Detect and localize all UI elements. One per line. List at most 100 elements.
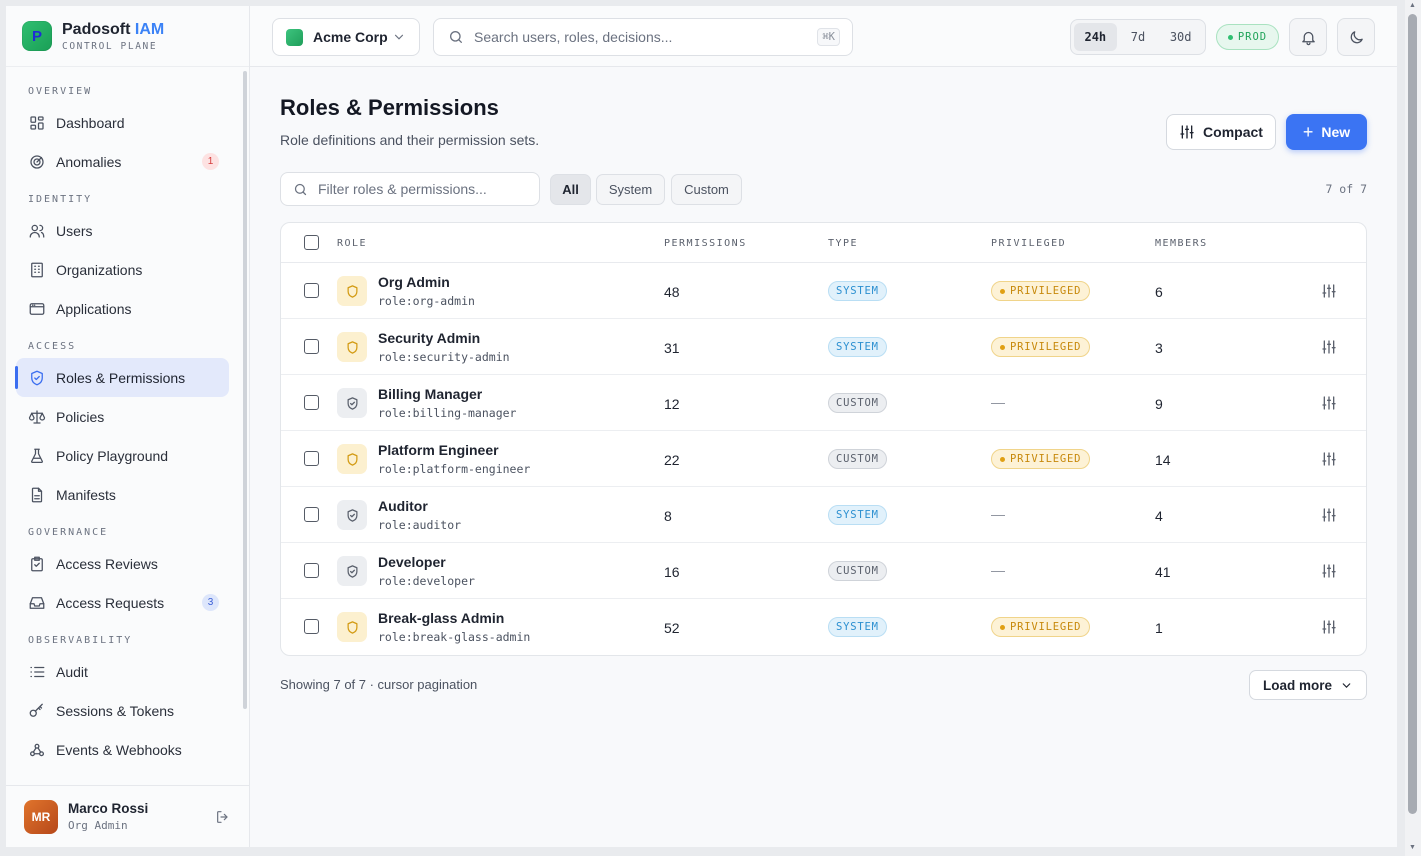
- role-name[interactable]: Developer: [378, 554, 446, 570]
- privileged-badge: PRIVILEGED: [991, 449, 1091, 469]
- filter-input[interactable]: [318, 181, 528, 197]
- privileged-none: —: [991, 562, 1005, 578]
- member-count: 41: [1155, 564, 1171, 580]
- table-row[interactable]: Billing Manager role:billing-manager 12 CUS…: [281, 375, 1366, 431]
- notifications-button[interactable]: [1289, 18, 1327, 56]
- nav-section-label: IDENTITY: [28, 194, 93, 205]
- sidebar-item-roles-and-permissions[interactable]: Roles & Permissions: [15, 358, 229, 397]
- row-checkbox[interactable]: [304, 339, 319, 354]
- shield-check-icon: [337, 556, 367, 586]
- role-name[interactable]: Break-glass Admin: [378, 610, 505, 626]
- row-checkbox[interactable]: [304, 395, 319, 410]
- col-role[interactable]: ROLE: [337, 238, 368, 249]
- sidebar-item-sessions-and-tokens[interactable]: Sessions & Tokens: [16, 691, 229, 730]
- org-name: Acme Corp: [313, 29, 388, 45]
- brand[interactable]: P Padosoft IAM CONTROL PLANE: [6, 6, 249, 67]
- table-row[interactable]: Auditor role:auditor 8 SYSTEM — 4: [281, 487, 1366, 543]
- sidebar-scrollbar[interactable]: [243, 71, 247, 709]
- sliders-icon[interactable]: [1321, 339, 1337, 360]
- theme-toggle-button[interactable]: [1337, 18, 1375, 56]
- role-name[interactable]: Platform Engineer: [378, 442, 499, 458]
- sliders-icon: [1179, 124, 1195, 140]
- table-row[interactable]: Break-glass Admin role:break-glass-admin 5…: [281, 599, 1366, 655]
- row-checkbox[interactable]: [304, 619, 319, 634]
- logout-icon[interactable]: [215, 809, 231, 830]
- sidebar-item-label: Organizations: [56, 261, 143, 278]
- filter-chip-custom[interactable]: Custom: [671, 174, 742, 205]
- users-icon: [28, 222, 46, 240]
- table-row[interactable]: Developer role:developer 16 CUSTOM — 41: [281, 543, 1366, 599]
- role-filter[interactable]: [280, 172, 540, 206]
- sidebar-item-events-and-webhooks[interactable]: Events & Webhooks: [16, 730, 229, 769]
- brand-name: Padosoft IAM: [62, 20, 165, 38]
- result-count: 7 of 7: [1325, 182, 1367, 196]
- sliders-icon[interactable]: [1321, 619, 1337, 640]
- row-checkbox[interactable]: [304, 283, 319, 298]
- new-role-button[interactable]: + New: [1286, 114, 1367, 150]
- shield-check-icon: [337, 500, 367, 530]
- sidebar-item-users[interactable]: Users: [16, 211, 229, 250]
- global-search[interactable]: ⌘K: [433, 18, 853, 56]
- sidebar-item-dashboard[interactable]: Dashboard: [16, 103, 229, 142]
- role-name[interactable]: Billing Manager: [378, 386, 483, 402]
- window-scrollbar[interactable]: ▲ ▼: [1405, 0, 1421, 856]
- table-row[interactable]: Org Admin role:org-admin 48 SYSTEM PRIVILEGE…: [281, 263, 1366, 319]
- range-option-24h[interactable]: 24h: [1074, 23, 1117, 51]
- filter-chip-system[interactable]: System: [596, 174, 665, 205]
- sidebar-item-policy-playground[interactable]: Policy Playground: [16, 436, 229, 475]
- sliders-icon[interactable]: [1321, 507, 1337, 528]
- sidebar-item-access-reviews[interactable]: Access Reviews: [16, 544, 229, 583]
- role-key: role:auditor: [378, 518, 462, 532]
- role-key: role:billing-manager: [378, 406, 517, 420]
- chevron-down-icon: [1340, 679, 1353, 692]
- row-checkbox[interactable]: [304, 451, 319, 466]
- sliders-icon[interactable]: [1321, 563, 1337, 584]
- row-checkbox[interactable]: [304, 563, 319, 578]
- scrollbar-thumb[interactable]: [1408, 14, 1417, 814]
- col-privileged[interactable]: PRIVILEGED: [991, 238, 1067, 249]
- range-option-7d[interactable]: 7d: [1130, 30, 1146, 44]
- row-checkbox[interactable]: [304, 507, 319, 522]
- radar-icon: [28, 153, 46, 171]
- shield-check-icon: [337, 388, 367, 418]
- sidebar-item-manifests[interactable]: Manifests: [16, 475, 229, 514]
- scale-icon: [28, 408, 46, 426]
- sliders-icon[interactable]: [1321, 395, 1337, 416]
- nav-section-label: OBSERVABILITY: [28, 635, 133, 646]
- sidebar-item-label: Events & Webhooks: [56, 741, 182, 758]
- sliders-icon[interactable]: [1321, 283, 1337, 304]
- sidebar-item-label: Policy Playground: [56, 447, 169, 464]
- select-all-checkbox[interactable]: [304, 235, 319, 250]
- sidebar-item-policies[interactable]: Policies: [16, 397, 229, 436]
- load-more-button[interactable]: Load more: [1249, 670, 1367, 700]
- role-name[interactable]: Security Admin: [378, 330, 481, 346]
- type-badge: CUSTOM: [828, 561, 887, 581]
- role-name[interactable]: Org Admin: [378, 274, 450, 290]
- type-badge: SYSTEM: [828, 337, 887, 357]
- shield-icon: [337, 276, 367, 306]
- col-type[interactable]: TYPE: [828, 238, 859, 249]
- sidebar-item-applications[interactable]: Applications: [16, 289, 229, 328]
- compact-button[interactable]: Compact: [1166, 114, 1276, 150]
- col-permissions[interactable]: PERMISSIONS: [664, 238, 747, 249]
- range-option-30d[interactable]: 30d: [1169, 30, 1192, 44]
- building-icon: [28, 261, 46, 279]
- table-row[interactable]: Platform Engineer role:platform-engineer 2…: [281, 431, 1366, 487]
- filter-chip-all[interactable]: All: [550, 174, 591, 205]
- table-row[interactable]: Security Admin role:security-admin 31 SYSTE…: [281, 319, 1366, 375]
- sidebar-item-organizations[interactable]: Organizations: [16, 250, 229, 289]
- col-members[interactable]: MEMBERS: [1155, 238, 1208, 249]
- roles-table: ROLE PERMISSIONS TYPE PRIVILEGED MEMBERS…: [280, 222, 1367, 656]
- sidebar-item-access-requests[interactable]: Access Requests 3: [16, 583, 229, 622]
- scroll-down-icon[interactable]: ▼: [1409, 844, 1416, 851]
- user-block[interactable]: MR Marco Rossi Org Admin: [6, 785, 249, 847]
- role-name[interactable]: Auditor: [378, 498, 428, 514]
- sidebar-item-anomalies[interactable]: Anomalies 1: [16, 142, 229, 181]
- scroll-up-icon[interactable]: ▲: [1409, 2, 1416, 9]
- search-input[interactable]: [474, 29, 794, 45]
- webhook-icon: [28, 741, 46, 759]
- sliders-icon[interactable]: [1321, 451, 1337, 472]
- org-switcher[interactable]: Acme Corp: [272, 18, 420, 56]
- sidebar-item-audit[interactable]: Audit: [16, 652, 229, 691]
- permission-count: 52: [664, 620, 680, 636]
